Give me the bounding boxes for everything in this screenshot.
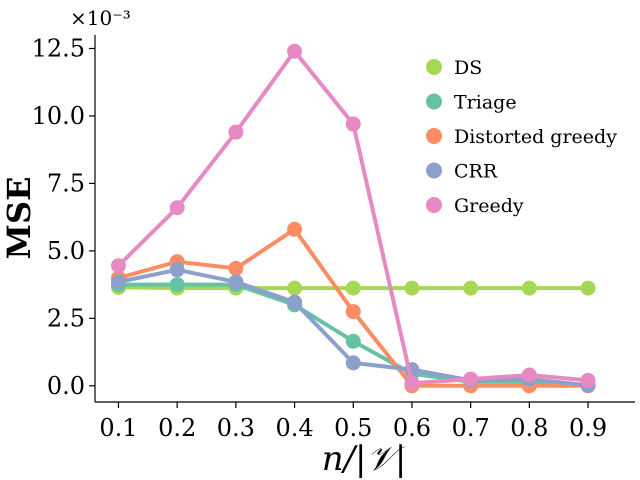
x-tick-label: 0.4 — [275, 414, 313, 442]
data-point-crr — [287, 294, 303, 310]
data-point-crr — [345, 355, 361, 371]
data-point-crr — [169, 262, 185, 278]
data-point-greedy — [580, 372, 596, 388]
legend-label-crr: CRR — [454, 161, 498, 183]
y-tick-label: 0.0 — [47, 372, 85, 400]
x-tick-label: 0.6 — [393, 414, 431, 442]
legend-marker-distorted-greedy — [426, 128, 442, 144]
y-tick-label: 7.5 — [47, 169, 85, 197]
data-point-greedy — [345, 116, 361, 132]
x-tick-label: 0.5 — [334, 414, 372, 442]
x-tick-label: 0.7 — [452, 414, 490, 442]
data-point-greedy — [287, 43, 303, 59]
x-axis-label: n/|𝒱| — [322, 439, 407, 479]
data-point-ds — [521, 280, 537, 296]
legend-marker-greedy — [426, 197, 442, 213]
data-point-crr — [110, 274, 126, 290]
data-point-distorted-greedy — [345, 304, 361, 320]
y-axis-label: MSE — [0, 177, 38, 260]
y-tick-label: 5.0 — [47, 237, 85, 265]
data-point-greedy — [521, 367, 537, 383]
legend-marker-ds — [426, 59, 442, 75]
data-point-ds — [287, 280, 303, 296]
data-point-greedy — [463, 371, 479, 387]
legend: DS Triage Distorted greedy CRR Greedy — [426, 57, 617, 217]
x-tick-label: 0.2 — [158, 414, 196, 442]
data-point-triage — [169, 277, 185, 293]
data-point-ds — [404, 280, 420, 296]
data-point-ds — [345, 280, 361, 296]
ticks: 0.1 0.2 0.3 0.4 0.5 0.6 0.7 0.8 0.9 0.0 2.5 5.0 7.5 1… — [32, 34, 608, 442]
series-greedy — [110, 43, 596, 391]
data-point-ds — [463, 280, 479, 296]
y-tick-label: 2.5 — [47, 304, 85, 332]
data-point-ds — [580, 280, 596, 296]
data-point-greedy — [228, 124, 244, 140]
y-tick-label: 12.5 — [32, 34, 85, 62]
legend-marker-triage — [426, 93, 442, 110]
x-tick-label: 0.1 — [99, 414, 137, 442]
legend-label-greedy: Greedy — [454, 195, 524, 217]
x-tick-label: 0.3 — [217, 414, 255, 442]
y-offset-label: ×10⁻³ — [70, 6, 131, 30]
data-point-greedy — [404, 375, 420, 391]
series-lines — [110, 43, 596, 394]
axes — [94, 35, 635, 403]
data-point-greedy — [169, 200, 185, 216]
series-line-greedy — [117, 49, 589, 386]
data-point-triage — [345, 333, 361, 349]
legend-marker-crr — [426, 162, 442, 179]
data-point-greedy — [110, 258, 126, 274]
data-point-distorted-greedy — [287, 221, 303, 237]
legend-label-distorted-greedy: Distorted greedy — [454, 126, 617, 148]
data-point-distorted-greedy — [228, 260, 244, 276]
legend-label-triage: Triage — [454, 92, 517, 114]
legend-label-ds: DS — [454, 57, 482, 79]
data-point-crr — [228, 274, 244, 290]
x-tick-label: 0.9 — [569, 414, 607, 442]
x-tick-label: 0.8 — [510, 414, 548, 442]
y-tick-label: 10.0 — [32, 102, 85, 130]
